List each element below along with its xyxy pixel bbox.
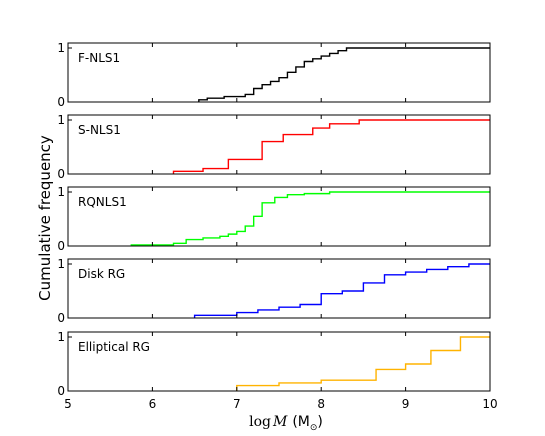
x-axis-label-unit-close: ): [317, 414, 322, 430]
x-tick-label-5: 5: [64, 397, 72, 411]
y-tick-label-elliptical-rg-0: 0: [57, 384, 65, 398]
x-axis-label-unit-open: (M: [292, 414, 310, 430]
y-tick-label-s-nls1-0: 0: [57, 167, 65, 181]
series-line-f-nls1: [198, 47, 490, 102]
y-tick-label-f-nls1-1: 1: [57, 41, 65, 55]
panel-frame-s-nls1: [67, 114, 491, 175]
series-line-rqnls1: [130, 191, 490, 246]
x-tick-label-10: 10: [482, 397, 497, 411]
y-tick-label-f-nls1-0: 0: [57, 95, 65, 109]
y-tick-label-s-nls1-1: 1: [57, 113, 65, 127]
panel-s-nls1: 0 1 S-NLS1: [57, 113, 491, 181]
panel-label-disk-rg: Disk RG: [78, 267, 125, 281]
panel-f-nls1: 0 1 F-NLS1: [57, 41, 491, 109]
series-line-s-nls1: [172, 119, 490, 174]
panel-frame-f-nls1: [67, 42, 491, 103]
panel-label-s-nls1: S-NLS1: [78, 123, 121, 137]
x-axis-label-log: log: [249, 414, 271, 430]
panel-disk-rg: 0 1 Disk RG: [57, 257, 491, 325]
x-tick-label-6: 6: [149, 397, 157, 411]
x-tick-label-9: 9: [402, 397, 410, 411]
panel-label-rqnls1: RQNLS1: [78, 195, 127, 209]
y-tick-label-elliptical-rg-1: 1: [57, 330, 65, 344]
x-axis-label-unit-sub: ⊙: [310, 423, 318, 433]
panel-frame-rqnls1: [67, 186, 491, 247]
series-line-disk-rg: [193, 263, 490, 318]
y-tick-label-rqnls1-0: 0: [57, 239, 65, 253]
y-tick-label-disk-rg-0: 0: [57, 311, 65, 325]
panel-frame-elliptical-rg: [67, 331, 491, 392]
series-line-elliptical-rg: [236, 336, 490, 391]
y-tick-label-rqnls1-1: 1: [57, 185, 65, 199]
x-tick-label-7: 7: [233, 397, 241, 411]
x-axis-ticks: 5 6 7 8 9 10: [64, 397, 497, 411]
y-axis-label: Cumulative frequency: [36, 135, 54, 301]
panels: 0 1 F-NLS1 0 1 S-NLS1 0 1 RQNLS1 0 1 Disk RG 0 1 Ellip…: [57, 41, 491, 398]
panel-frame-disk-rg: [67, 258, 491, 319]
x-tick-label-8: 8: [317, 397, 325, 411]
panel-label-f-nls1: F-NLS1: [78, 51, 120, 65]
panel-elliptical-rg: 0 1 Elliptical RG: [57, 330, 491, 398]
x-axis-label: log M (M⊙): [249, 414, 323, 433]
x-axis-label-var: M: [272, 414, 288, 430]
y-tick-label-disk-rg-1: 1: [57, 257, 65, 271]
panel-rqnls1: 0 1 RQNLS1: [57, 185, 491, 253]
panel-label-elliptical-rg: Elliptical RG: [78, 340, 150, 354]
